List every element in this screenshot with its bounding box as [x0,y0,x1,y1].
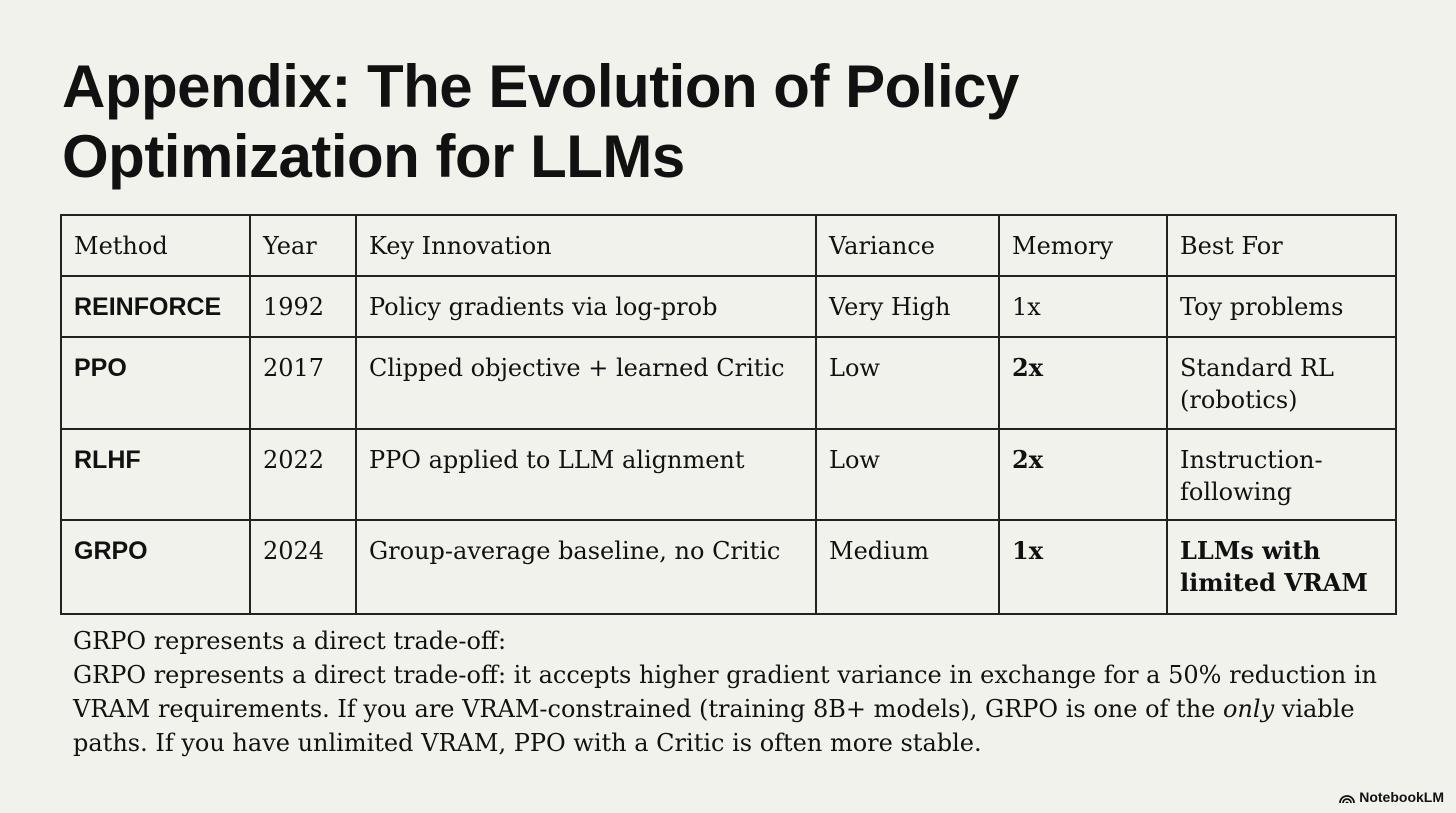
header-cell: Best For [1166,214,1397,277]
innovation-cell: PPO applied to LLM alignment [355,428,817,521]
variance-cell: Low [815,428,1000,521]
year-cell: 2017 [249,336,357,430]
method-cell: GRPO [60,519,251,615]
method-cell: PPO [60,336,251,430]
header-cell: Key Innovation [355,214,817,277]
note-text: GRPO represents a direct trade-off: it a… [73,661,1378,723]
header-cell: Variance [815,214,1000,277]
branding-label: NotebookLM [1359,789,1444,805]
memory-cell: 2x [998,336,1168,430]
notebooklm-branding: NotebookLM [1339,789,1444,805]
table-row: RLHF 2022 PPO applied to LLM alignment L… [60,428,1397,521]
memory-cell: 2x [998,428,1168,521]
note-lead: GRPO represents a direct trade-off: [73,627,507,655]
note-emphasis: only [1222,695,1275,723]
note-text-end: viable paths. If you have unlimited VRAM… [73,695,1355,757]
table-header-row: Method Year Key Innovation Variance Memo… [60,214,1397,277]
table-row: REINFORCE 1992 Policy gradients via log-… [60,275,1397,338]
innovation-cell: Policy gradients via log-prob [355,275,817,338]
innovation-cell: Group-average baseline, no Critic [355,519,817,615]
best-for-cell: Instruction-following [1166,428,1397,521]
year-cell: 1992 [249,275,357,338]
best-for-cell: Toy problems [1166,275,1397,338]
year-cell: 2022 [249,428,357,521]
header-cell: Year [249,214,357,277]
table-row: GRPO 2024 Group-average baseline, no Cri… [60,519,1397,615]
slide-title: Appendix: The Evolution of Policy Optimiz… [62,52,1019,192]
title-line-2: Optimization for LLMs [62,123,685,190]
variance-cell: Low [815,336,1000,430]
title-line-1: Appendix: The Evolution of Policy [62,53,1019,120]
table-row: PPO 2017 Clipped objective + learned Cri… [60,336,1397,430]
method-cell: RLHF [60,428,251,521]
method-cell: REINFORCE [60,275,251,338]
innovation-cell: Clipped objective + learned Critic [355,336,817,430]
variance-cell: Very High [815,275,1000,338]
best-for-cell: LLMs with limited VRAM [1166,519,1397,615]
variance-cell: Medium [815,519,1000,615]
memory-cell: 1x [998,519,1168,615]
year-cell: 2024 [249,519,357,615]
header-cell: Method [60,214,251,277]
notebooklm-logo-icon [1339,795,1356,803]
header-cell: Memory [998,214,1168,277]
memory-cell: 1x [998,275,1168,338]
best-for-cell: Standard RL (robotics) [1166,336,1397,430]
comparison-table: Method Year Key Innovation Variance Memo… [60,214,1397,615]
summary-note: GRPO represents a direct trade-off: GRPO … [73,624,1413,760]
